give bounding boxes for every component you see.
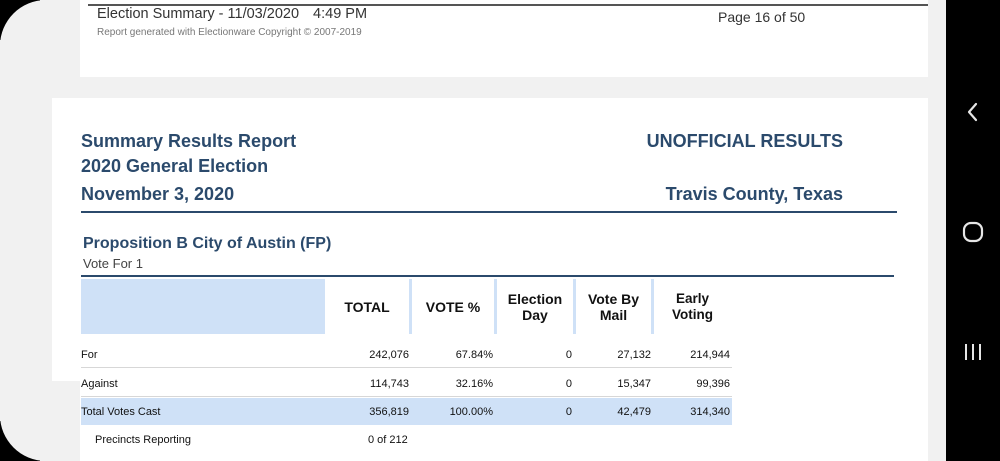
document-viewer[interactable]: Election Summary - 11/03/2020 4:49 PM Rep… <box>0 0 946 461</box>
contest-name: Proposition B City of Austin (FP) <box>83 235 332 252</box>
title-divider <box>81 211 897 213</box>
header-early-voting: Early Voting <box>654 279 731 334</box>
row-label: Against <box>81 377 118 390</box>
page-number: Page 16 of 50 <box>718 9 806 25</box>
row-total: 114,743 <box>370 377 409 390</box>
table-row-total: Total Votes Cast 356,819 100.00% 0 42,47… <box>81 398 732 425</box>
row-total: 242,076 <box>369 348 409 361</box>
row-early-voting: 99,396 <box>696 377 730 390</box>
row-vote-pct: 100.00% <box>449 405 493 418</box>
header-vote-pct: VOTE % <box>412 279 494 334</box>
row-vote-by-mail: 15,347 <box>617 377 651 390</box>
results-status: UNOFFICIAL RESULTS <box>646 131 843 151</box>
vote-for: Vote For 1 <box>83 256 143 271</box>
header-rule <box>88 4 928 6</box>
previous-page <box>52 0 928 77</box>
row-label: For <box>81 348 98 361</box>
row-early-voting: 214,944 <box>690 348 730 361</box>
report-title: Summary Results Report <box>81 131 297 151</box>
row-divider <box>81 396 732 397</box>
contest-divider <box>81 275 894 277</box>
page-header-title: Election Summary - 11/03/2020 4:49 PM <box>97 6 367 22</box>
row-election-day: 0 <box>565 405 572 418</box>
row-election-day: 0 <box>565 348 572 361</box>
row-election-day: 0 <box>565 377 572 390</box>
row-vote-pct: 67.84% <box>455 348 493 361</box>
precincts-label: Precincts Reporting <box>95 433 191 446</box>
header-election-day: Election Day <box>497 279 573 334</box>
recents-icon[interactable] <box>946 332 1000 372</box>
election-name: 2020 General Election <box>81 156 269 176</box>
header-title-text: Election Summary - 11/03/2020 <box>97 6 300 22</box>
election-date: November 3, 2020 <box>81 184 235 204</box>
system-nav-bar <box>946 0 1000 461</box>
back-icon[interactable] <box>946 92 1000 132</box>
row-early-voting: 314,340 <box>690 405 730 418</box>
table-row: Against 114,743 32.16% 0 15,347 99,396 <box>81 370 732 397</box>
row-vote-by-mail: 42,479 <box>617 405 651 418</box>
home-icon[interactable] <box>946 212 1000 252</box>
screen-corner <box>0 381 80 461</box>
table-row: For 242,076 67.84% 0 27,132 214,944 <box>81 341 732 368</box>
screen-corner <box>0 0 80 80</box>
row-vote-by-mail: 27,132 <box>617 348 651 361</box>
precincts-value: 0 of 212 <box>368 433 408 446</box>
report-generated-note: Report generated with Electionware Copyr… <box>97 27 362 38</box>
county-name: Travis County, Texas <box>665 184 843 204</box>
header-vote-by-mail: Vote By Mail <box>576 279 651 334</box>
header-time: 4:49 PM <box>313 6 368 22</box>
precincts-row: Precincts Reporting 0 of 212 <box>81 426 732 453</box>
row-vote-pct: 32.16% <box>455 377 493 390</box>
row-total: 356,819 <box>369 405 409 418</box>
header-total: TOTAL <box>325 279 409 334</box>
row-divider <box>81 367 732 368</box>
row-label: Total Votes Cast <box>81 405 161 418</box>
